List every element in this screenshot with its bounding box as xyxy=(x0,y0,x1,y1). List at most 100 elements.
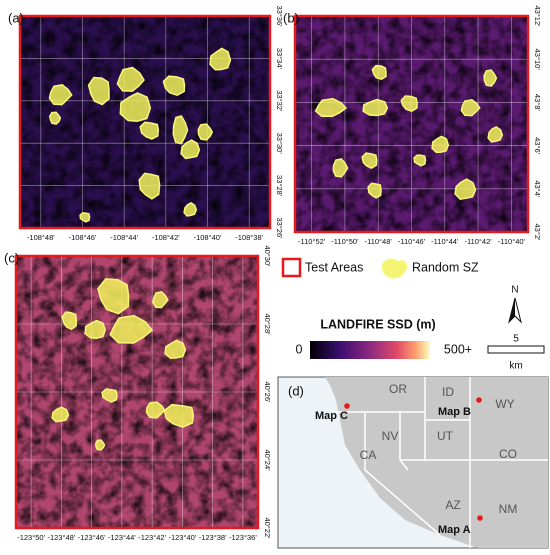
y-tick-label: 43°2' xyxy=(533,224,542,242)
y-tick-label: 40°28' xyxy=(263,313,272,335)
state-label: CA xyxy=(360,448,377,462)
state-label: NM xyxy=(499,502,518,516)
y-tick-label: 43°10' xyxy=(533,49,542,71)
random-sz-polygon xyxy=(454,178,477,201)
legend-random-sz: Random SZ xyxy=(412,260,479,274)
y-tick-label: 33°26' xyxy=(275,217,284,239)
random-sz-polygon xyxy=(180,139,201,160)
x-tick-label: -110°44' xyxy=(431,237,459,246)
colorbar-max: 500+ xyxy=(444,342,472,356)
random-sz-polygon xyxy=(172,115,189,145)
random-sz-polygon xyxy=(483,69,498,87)
random-sz-polygon xyxy=(400,95,418,113)
random-sz-polygon xyxy=(361,152,378,169)
random-sz-polygon xyxy=(51,406,70,423)
random-sz-polygon xyxy=(49,111,62,125)
random-sz-polygon xyxy=(84,319,106,340)
random-sz-polygon xyxy=(487,126,504,143)
random-sz-polygon xyxy=(101,388,118,403)
y-tick-label: 40°30' xyxy=(263,245,272,267)
random-sz-polygon xyxy=(79,212,91,223)
panel-label: (a) xyxy=(8,10,24,25)
y-tick-label: 40°24' xyxy=(263,449,272,471)
random-sz-polygon xyxy=(209,47,232,71)
y-tick-label: 43°12' xyxy=(533,5,542,27)
state-label: ID xyxy=(442,385,454,399)
random-sz-polygon xyxy=(139,121,160,140)
test-area-border xyxy=(18,14,272,230)
test-area-border xyxy=(14,254,260,530)
x-tick-label: -123°36' xyxy=(229,533,257,542)
x-tick-label: -123°44' xyxy=(108,533,136,542)
y-tick-label: 33°30' xyxy=(275,133,284,155)
site-marker xyxy=(476,397,482,403)
random-sz-polygon xyxy=(367,182,382,199)
x-tick-label: -108°48' xyxy=(27,233,55,242)
random-sz-polygon xyxy=(197,123,214,141)
random-sz-polygon xyxy=(138,172,161,200)
x-tick-label: -110°48' xyxy=(365,237,393,246)
north-arrow-half xyxy=(509,298,515,322)
random-sz-polygon xyxy=(164,339,187,359)
state-borders xyxy=(336,377,548,548)
random-sz-polygon xyxy=(183,202,198,217)
test-area-border xyxy=(293,14,530,234)
x-tick-label: -108°42' xyxy=(152,233,180,242)
y-tick-label: 33°34' xyxy=(275,48,284,70)
random-sz-polygon xyxy=(362,98,389,117)
random-sz-swatch xyxy=(381,258,408,279)
random-sz-polygon xyxy=(332,158,349,178)
x-tick-label: -108°44' xyxy=(110,233,138,242)
site-marker xyxy=(477,515,483,521)
scale-value: 5 xyxy=(513,334,519,345)
x-tick-label: -123°46' xyxy=(78,533,106,542)
random-sz-polygon xyxy=(48,84,73,106)
map-panels: -108°48' -108°46' -108°44' -108°42' -108°40'… xyxy=(4,5,542,542)
x-tick-label: -110°50' xyxy=(331,237,359,246)
legend: Test Areas Random SZ LANDFIRE SSD (m) 0 … xyxy=(281,257,545,372)
north-label: N xyxy=(511,285,518,296)
colorbar xyxy=(310,341,430,359)
panel-label: (c) xyxy=(4,250,19,265)
y-tick-label: 33°28' xyxy=(275,175,284,197)
scale-bar xyxy=(487,345,545,354)
test-area-swatch xyxy=(281,257,302,278)
x-tick-label: -123°40' xyxy=(168,533,196,542)
map-label: Map B xyxy=(438,406,471,418)
x-tick-label: -110°46' xyxy=(398,237,426,246)
random-sz-polygon xyxy=(116,66,145,92)
random-sz-polygon xyxy=(97,278,130,315)
state-label: CO xyxy=(499,447,517,461)
random-sz-polygon xyxy=(152,290,169,309)
state-label: NV xyxy=(382,429,399,443)
x-tick-label: -108°46' xyxy=(69,233,97,242)
state-label: AZ xyxy=(445,498,460,512)
map-label: Map C xyxy=(315,410,348,422)
panel-label: (d) xyxy=(288,383,304,398)
x-tick-label: -123°50' xyxy=(17,533,45,542)
random-sz-polygon xyxy=(87,76,110,106)
x-tick-label: -110°40' xyxy=(498,237,526,246)
y-tick-label: 43°6' xyxy=(533,137,542,155)
x-tick-label: -108°40' xyxy=(194,233,222,242)
y-tick-label: 43°4' xyxy=(533,180,542,198)
x-tick-label: -123°42' xyxy=(138,533,166,542)
colorbar-title: LANDFIRE SSD (m) xyxy=(320,317,435,331)
random-sz-polygon xyxy=(61,311,78,331)
random-sz-polygon xyxy=(163,403,195,428)
y-tick-label: 40°22' xyxy=(263,517,272,539)
random-sz-polygon xyxy=(95,439,106,451)
random-sz-polygon xyxy=(431,135,450,154)
random-sz-polygon xyxy=(109,314,154,344)
scale-unit: km xyxy=(509,361,522,372)
x-tick-label: -110°52' xyxy=(298,237,326,246)
random-sz-polygon xyxy=(314,97,348,118)
legend-test-areas: Test Areas xyxy=(305,260,363,274)
random-sz-polygon xyxy=(413,154,427,167)
y-tick-label: 43°8' xyxy=(533,94,542,112)
x-tick-label: -123°38' xyxy=(199,533,227,542)
y-tick-label: 33°36' xyxy=(275,5,284,27)
y-tick-label: 33°32' xyxy=(275,90,284,112)
y-tick-label: 40°26' xyxy=(263,381,272,403)
